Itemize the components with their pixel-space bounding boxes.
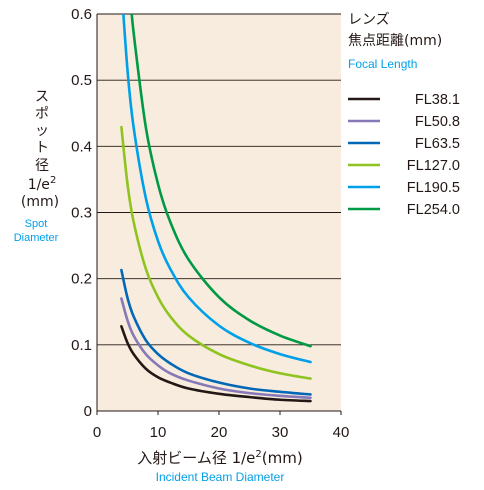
legend-label: FL63.5: [415, 136, 460, 152]
series-line-fl63-5: [120, 268, 312, 396]
x-tick-label: 20: [211, 424, 228, 441]
y-tick-label: 0.3: [71, 205, 92, 222]
y-label-jp-char: ポ: [35, 106, 49, 122]
y-label-jp-char: ッ: [35, 123, 49, 139]
x-axis-label: 入射ビーム径 1/e2(mm) Incident Beam Diameter: [137, 449, 302, 484]
series-line-fl50-8: [120, 297, 312, 400]
y-tick-label: 0.6: [71, 6, 92, 23]
y-label-jp-char: 径: [35, 158, 49, 174]
x-label-en: Incident Beam Diameter: [156, 470, 285, 484]
y-tick-label: 0.1: [71, 337, 92, 354]
y-label-en-line1: Spot: [25, 218, 48, 230]
series-line-fl254-0: [130, 14, 312, 348]
x-tick-label: 0: [93, 424, 101, 441]
legend-label: FL50.8: [415, 114, 460, 130]
y-tick-label: 0.5: [71, 72, 92, 89]
legend: レンズ 焦点距離(mm) Focal Length FL38.1FL50.8FL…: [348, 12, 460, 218]
y-label-jp-char: ト: [35, 140, 49, 156]
y-label-en-line2: Diameter: [14, 232, 59, 244]
series-line-fl38-1: [120, 325, 312, 403]
legend-label: FL254.0: [407, 202, 460, 218]
legend-label: FL190.5: [407, 180, 460, 196]
series-lines: [120, 14, 312, 403]
y-tick-labels: 0 0.1 0.2 0.3 0.4 0.5 0.6: [71, 6, 92, 420]
legend-title-line1: レンズ: [348, 12, 390, 28]
legend-items: FL38.1 FL50.8 FL63.5 FL127.0 FL190.5 FL254.0: [348, 92, 460, 218]
y-label-unit: (mm): [21, 194, 59, 210]
y-tick-label: 0.2: [71, 271, 92, 288]
x-label-jp: 入射ビーム径 1/e2(mm): [137, 449, 302, 467]
y-tick-label: 0: [84, 403, 92, 420]
x-tick-label: 30: [272, 424, 289, 441]
x-tick-label: 40: [333, 424, 350, 441]
x-tick-label: 10: [150, 424, 167, 441]
legend-title-line3: Focal Length: [348, 57, 417, 71]
legend-label: FL38.1: [415, 92, 460, 108]
y-label-jp-char: ス: [35, 89, 49, 105]
y-label-line1: 1/e2: [28, 175, 57, 193]
legend-title-line2: 焦点距離(mm): [348, 32, 442, 49]
series-line-fl190-5: [122, 14, 312, 364]
x-tick-labels: 0 10 20 30 40: [93, 411, 350, 441]
series-line-fl127-0: [120, 125, 312, 380]
y-tick-label: 0.4: [71, 138, 92, 155]
y-axis-label: ス ポ ッ ト 径 1/e2 (mm) Spot Diameter: [14, 89, 59, 244]
legend-label: FL127.0: [407, 158, 460, 174]
